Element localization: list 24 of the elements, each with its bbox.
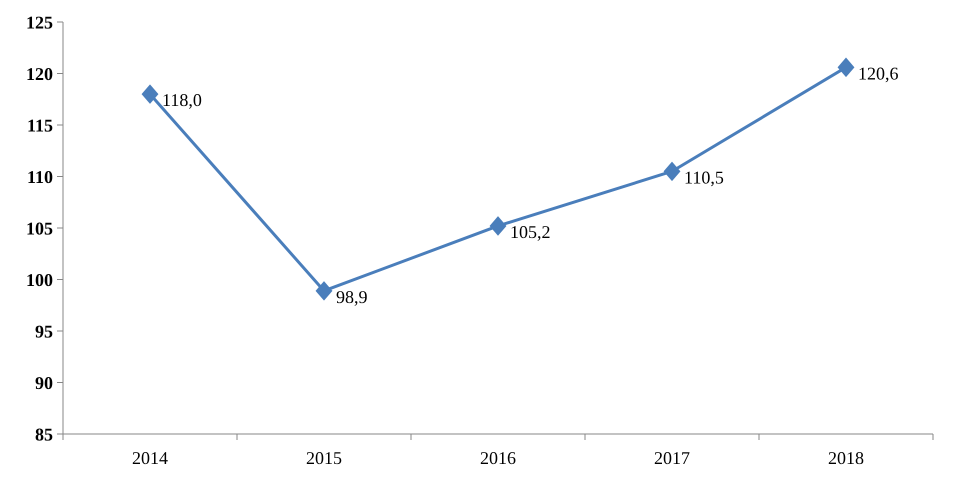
y-tick-label: 95: [35, 321, 53, 342]
x-tick-label: 2014: [132, 448, 168, 468]
y-tick-label: 100: [26, 270, 53, 290]
point: [490, 216, 506, 236]
point: [664, 162, 680, 182]
y-tick-label: 90: [35, 372, 53, 393]
y-tick-label: 110: [26, 166, 53, 187]
data-label: 98,9: [336, 286, 368, 307]
y-tick-label: 115: [26, 115, 53, 136]
point: [142, 84, 158, 104]
y-tick-label: 125: [26, 12, 53, 32]
data-label: 105,2: [510, 222, 550, 242]
x-tick-label: 2018: [828, 448, 864, 468]
y-tick-label: 120: [26, 64, 53, 84]
y-tick-label: 85: [35, 424, 53, 444]
x-tick-label: 2016: [480, 448, 516, 468]
y-tick-label: 105: [26, 218, 53, 238]
data-label: 120,6: [858, 63, 898, 84]
data-label: 110,5: [684, 167, 724, 188]
point: [838, 58, 854, 78]
point: [316, 281, 332, 301]
data-label: 118,0: [162, 90, 202, 110]
x-tick-label: 2015: [306, 448, 342, 468]
x-tick-label: 2017: [654, 448, 690, 468]
